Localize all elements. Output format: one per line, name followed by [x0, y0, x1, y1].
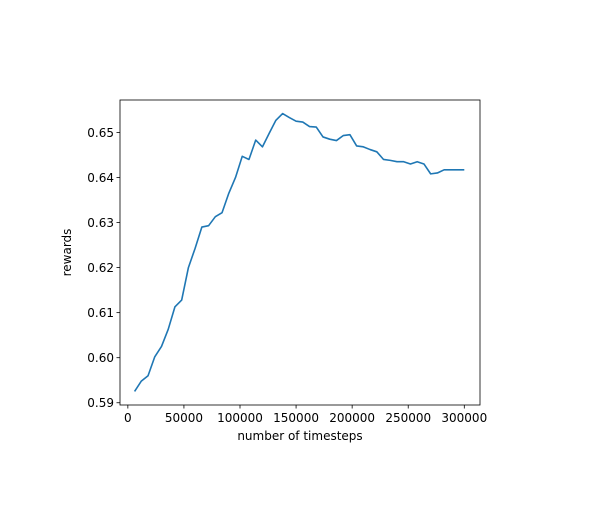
x-tick-label: 0 [124, 411, 132, 425]
x-tick-label: 300000 [441, 411, 487, 425]
x-tick-label: 150000 [273, 411, 319, 425]
x-tick-label: 200000 [329, 411, 375, 425]
y-tick-label: 0.63 [87, 216, 114, 230]
y-tick-label: 0.59 [87, 396, 114, 410]
x-tick-label: 250000 [385, 411, 431, 425]
x-axis-label: number of timesteps [237, 429, 362, 443]
y-tick-label: 0.65 [87, 126, 114, 140]
series-line-0 [133, 112, 465, 392]
y-tick-label: 0.64 [87, 171, 114, 185]
y-axis-label: rewards [60, 229, 74, 277]
x-tick-label: 100000 [217, 411, 263, 425]
ticks-layer: 0 50000 100000 150000 200000 250000 300000 0.59… [87, 126, 487, 425]
y-tick-label: 0.61 [87, 306, 114, 320]
y-tick-label: 0.60 [87, 351, 114, 365]
y-tick-label: 0.62 [87, 261, 114, 275]
plot-layer [133, 112, 465, 392]
x-tick-label: 50000 [165, 411, 203, 425]
plot-frame [119, 99, 481, 406]
